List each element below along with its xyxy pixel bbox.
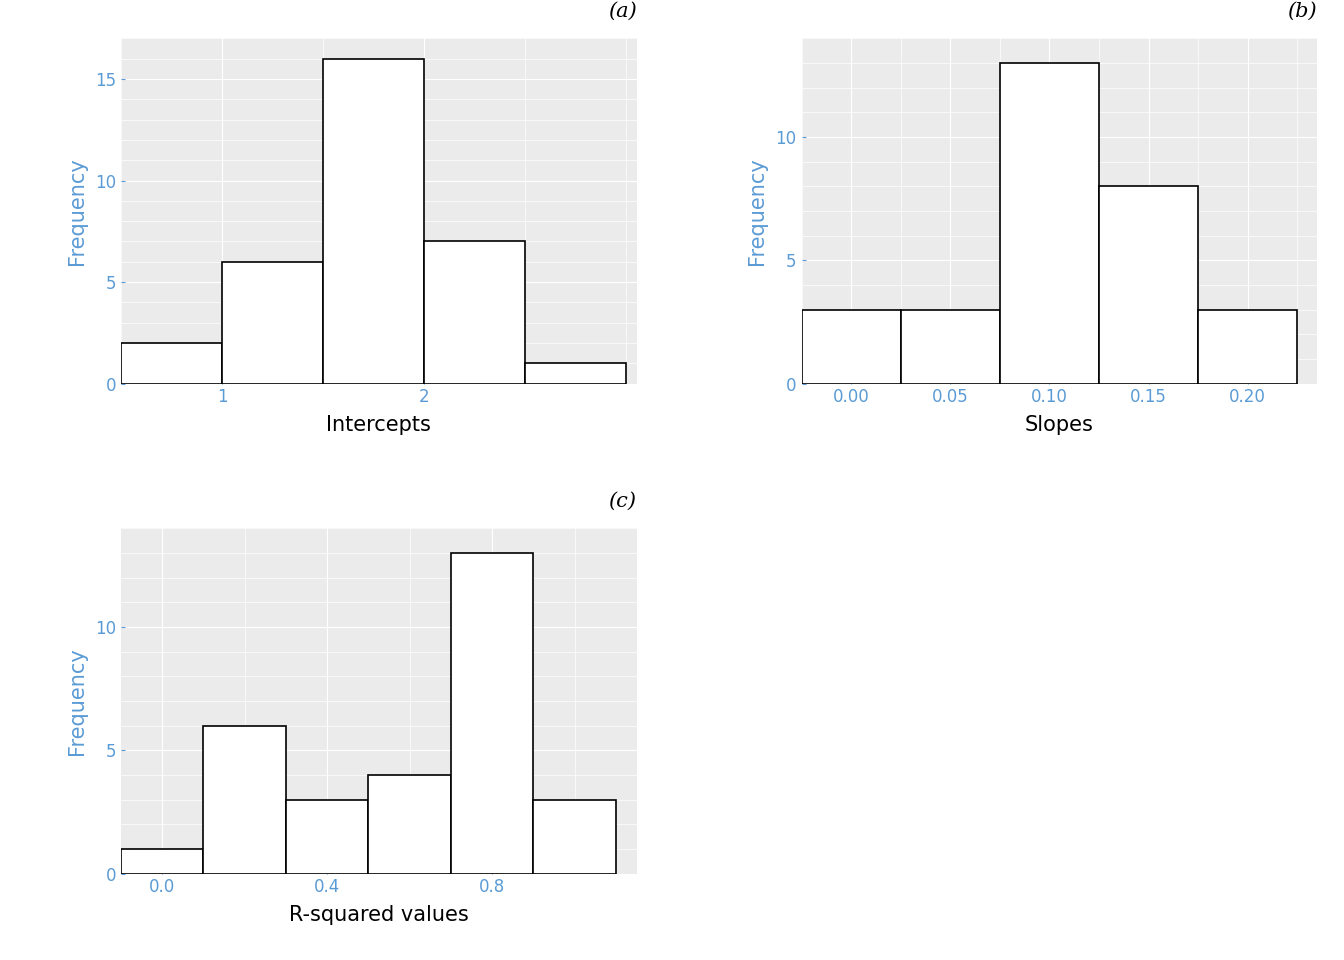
- Text: (c): (c): [609, 492, 637, 512]
- Bar: [286, 800, 368, 874]
- Bar: [323, 59, 425, 384]
- Bar: [1000, 63, 1099, 384]
- Bar: [1099, 186, 1198, 384]
- Text: (a): (a): [607, 2, 637, 21]
- Bar: [425, 241, 526, 384]
- Y-axis label: Frequency: Frequency: [747, 157, 767, 265]
- Bar: [452, 553, 534, 874]
- Bar: [526, 363, 626, 384]
- Bar: [203, 726, 286, 874]
- Y-axis label: Frequency: Frequency: [67, 647, 86, 755]
- X-axis label: R-squared values: R-squared values: [289, 904, 469, 924]
- Bar: [121, 343, 222, 384]
- X-axis label: Slopes: Slopes: [1025, 415, 1094, 435]
- Y-axis label: Frequency: Frequency: [67, 157, 86, 265]
- Bar: [222, 262, 323, 384]
- X-axis label: Intercepts: Intercepts: [327, 415, 431, 435]
- Bar: [801, 309, 900, 384]
- Text: (b): (b): [1288, 2, 1317, 21]
- Bar: [900, 309, 1000, 384]
- Bar: [121, 849, 203, 874]
- Bar: [1198, 309, 1297, 384]
- Bar: [534, 800, 616, 874]
- Bar: [368, 775, 452, 874]
